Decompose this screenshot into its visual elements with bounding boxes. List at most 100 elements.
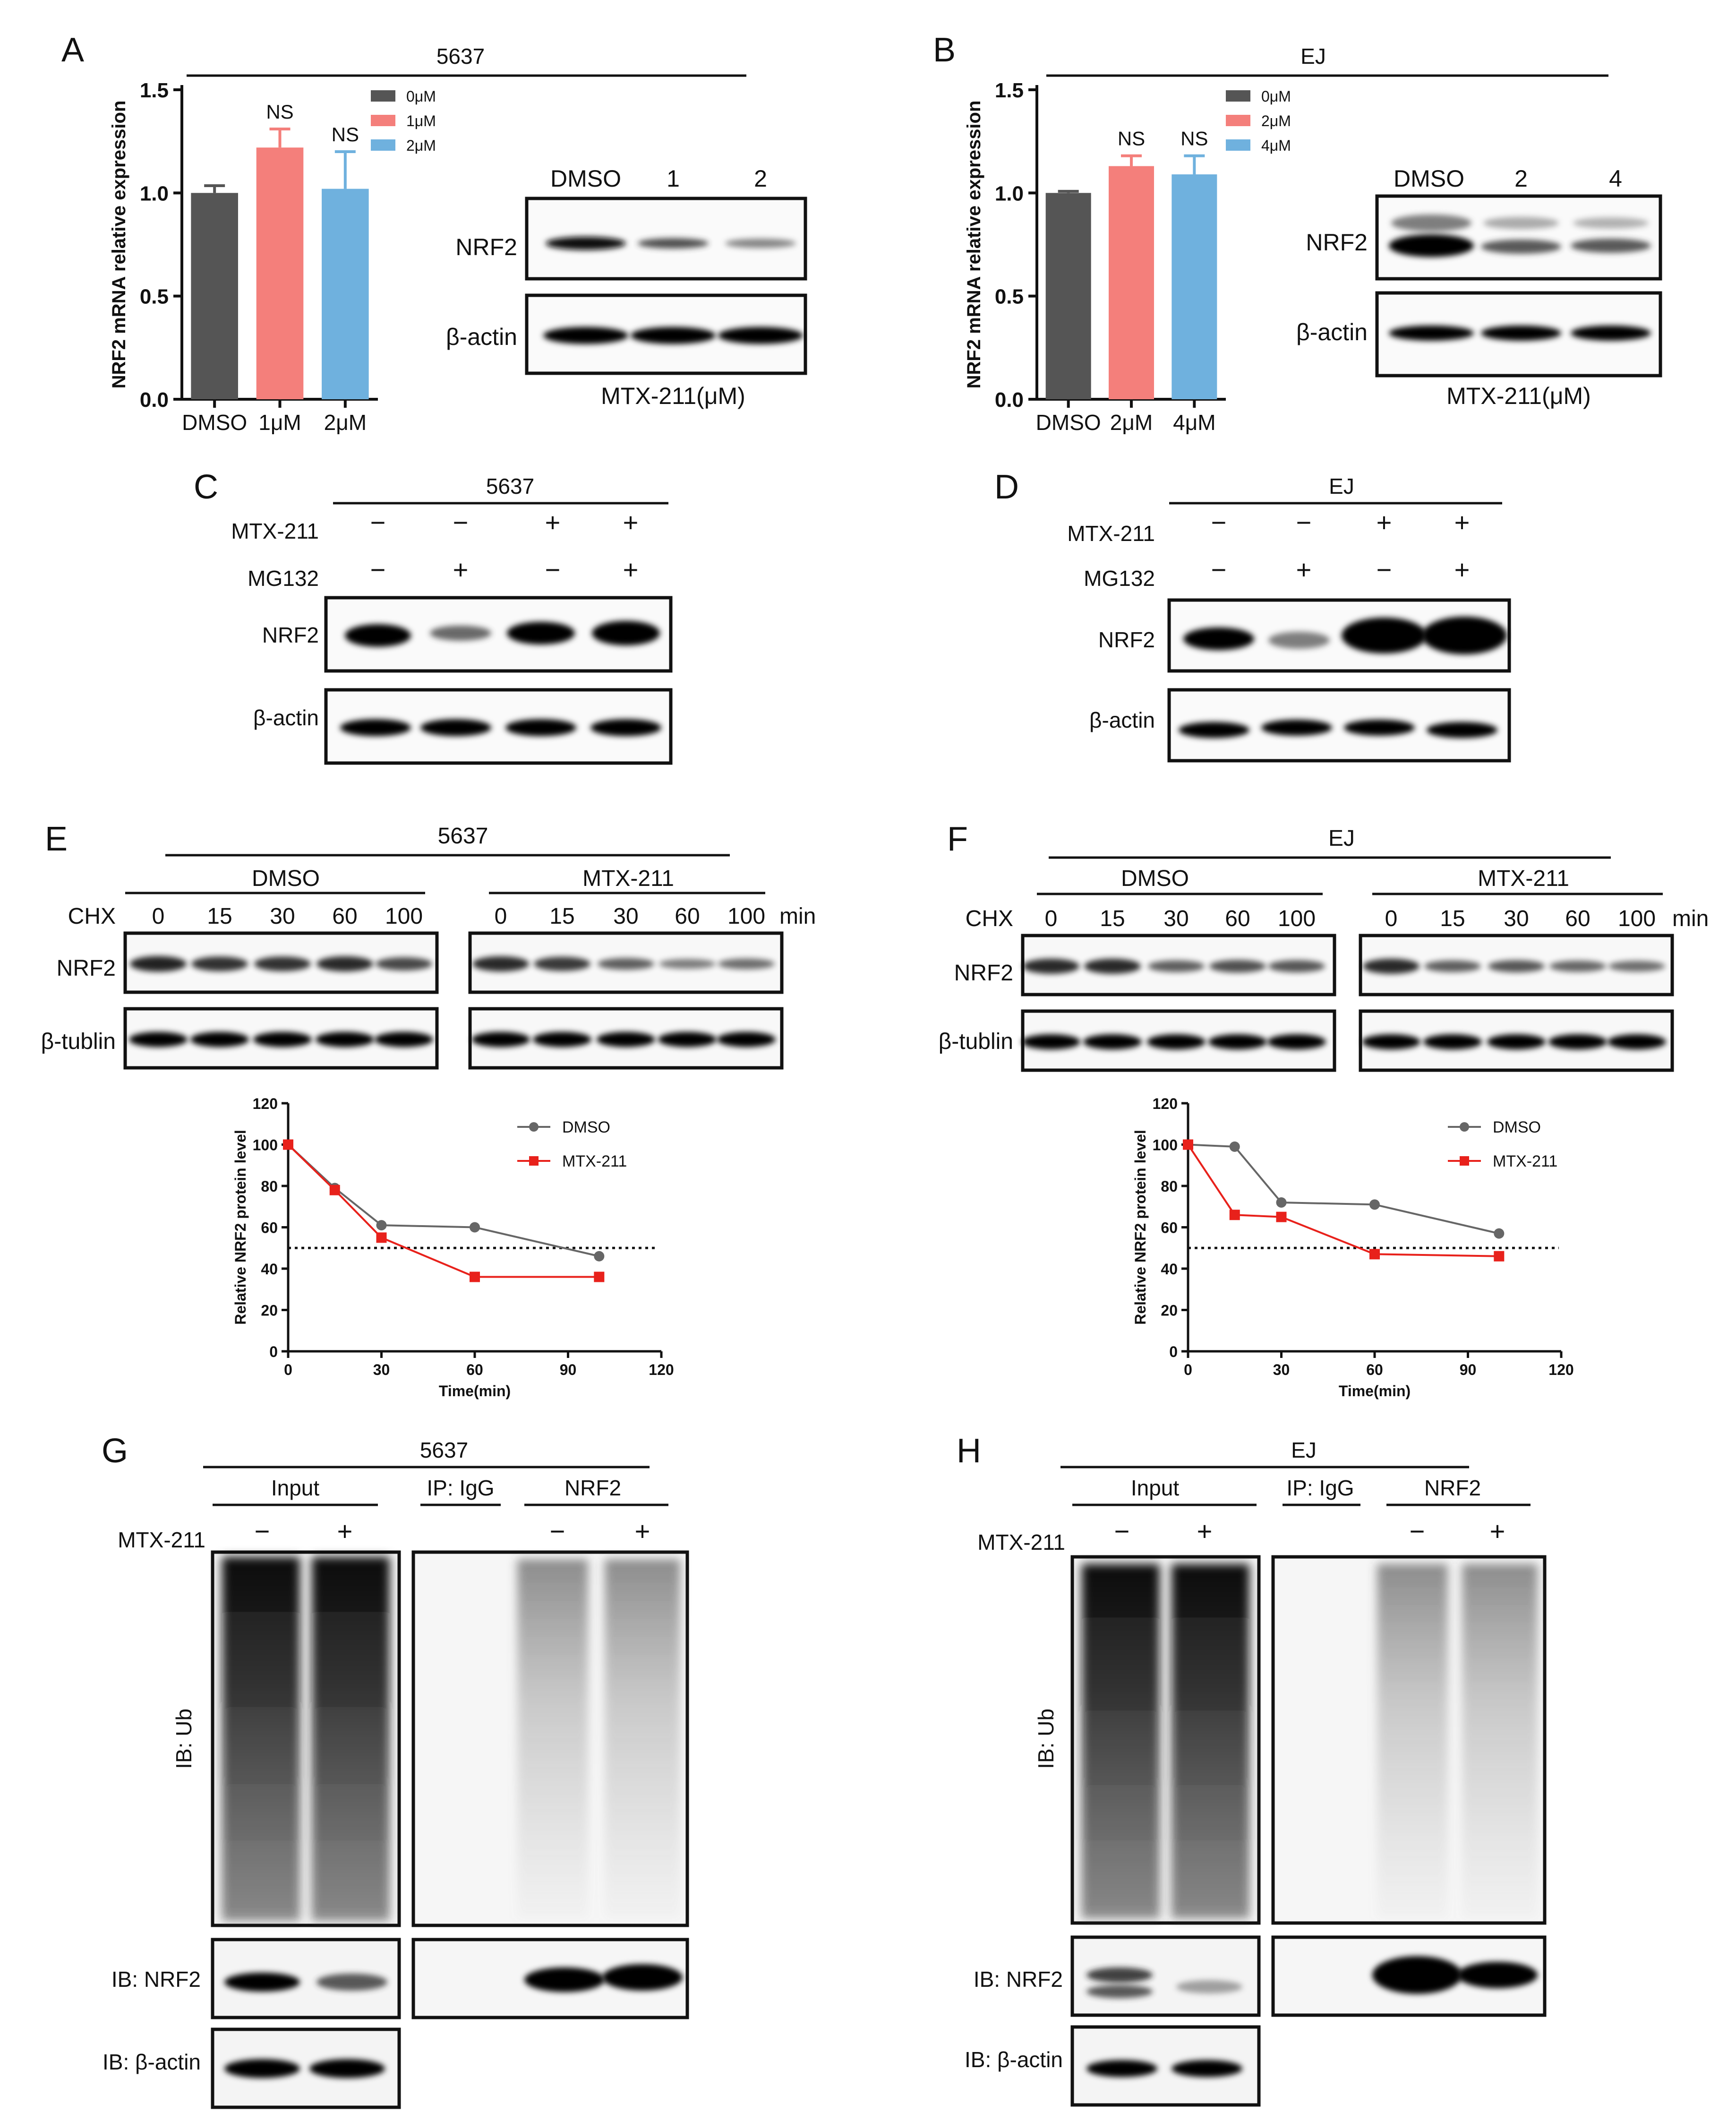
data-point [1494,1228,1505,1239]
tublin-band [717,1032,776,1047]
significance-label: NS [1180,128,1208,150]
tublin-band [1362,1034,1420,1049]
blot-g-ub-ip-lane-1 [517,1559,588,1918]
blot-a-xlabel: MTX-211(μM) [601,383,745,409]
blot-b-nrf2-band-3a [1573,217,1649,229]
nrf2-band [534,957,590,971]
time-unit: min [779,904,816,929]
nrf2-band [659,959,716,969]
bar [1109,166,1154,399]
blot-c-actin-band-2 [420,719,491,736]
blot-g-nrf2-input-band-2 [316,1974,387,1991]
group-e-mtx: MTX-211 [582,866,674,891]
blot-c-nrf2-band-3 [507,622,575,644]
ib-h-actin: IB: β-actin [965,2047,1063,2072]
legend-label: 4μM [1261,137,1291,154]
time-label: 0 [1045,906,1058,931]
blot-h-nrf2-ip-band-1 [1372,1956,1462,1994]
nrf2-band [1608,961,1665,972]
bar [1172,174,1217,399]
x-tick-label: 60 [466,1361,483,1378]
ib-g-ub: IB: Ub [171,1709,196,1769]
x-tick-label: DMSO [1036,410,1101,435]
tublin-band [471,1032,530,1047]
blot-f-right [1359,934,1674,1072]
group-h-nrf2: NRF2 [1424,1476,1481,1500]
tublin-band [1608,1034,1666,1049]
blot-d-actin-band-1 [1179,722,1249,738]
legend-marker [529,1156,539,1166]
blot-b-nrf2-band-2b [1481,240,1561,254]
cell-line-label-b: EJ [1300,44,1326,69]
panel-letter-c: C [194,468,218,506]
blot-f-row-tublin: β-tublin [939,1029,1013,1054]
x-tick-label: 30 [373,1361,390,1378]
y-tick-label: 80 [261,1178,278,1195]
bar-chart-b: 0.0 0.5 1.0 1.5 NRF2 mRNA relative expressio… [964,79,1291,435]
y-tick-label: 20 [1161,1302,1178,1319]
tublin-band [533,1032,591,1047]
time-label: 60 [1225,906,1250,931]
treatment-d-mg132: MG132 [1084,566,1155,591]
blot-g-nrf2-ip-band-1 [524,1967,605,1992]
y-tick-label: 120 [1153,1095,1178,1112]
blot-g-actin-band-2 [309,2059,385,2078]
nrf2-band [1363,959,1420,974]
time-label: 30 [613,904,638,929]
blot-c-actin-band-3 [505,719,576,736]
treatment-h: MTX-211 [977,1530,1065,1554]
data-point [594,1251,605,1262]
time-label: 15 [1440,906,1465,931]
data-point [1229,1210,1240,1220]
blot-g-ub-input-lane-2 [312,1557,390,1921]
y-tick-label: 60 [1161,1219,1178,1237]
tublin-band [1022,1034,1080,1049]
blot-a-nrf2-band-1 [546,237,626,250]
nrf2-band [191,956,248,971]
tublin-band [1208,1034,1267,1049]
panel-letter-g: G [102,1432,128,1470]
sign-g-4: + [635,1516,650,1546]
panel-d: D EJ MTX-211 MG132 − − + + − + − + NRF2 … [994,468,1511,763]
time-label: 30 [270,904,295,929]
time-label: 60 [675,904,700,929]
y-tick-label: 1.0 [995,182,1024,205]
sign-d-mg-1: − [1211,555,1227,584]
time-label: 30 [1163,906,1189,931]
significance-label: NS [332,123,359,146]
sign-c-mtx-1: − [370,507,386,537]
blot-d-nrf2-band-3 [1342,618,1427,653]
group-f-mtx: MTX-211 [1478,866,1569,891]
x-tick-label: 90 [1460,1361,1477,1378]
time-label: 100 [385,904,423,929]
nrf2-band [254,956,311,971]
cell-line-label-c: 5637 [486,474,534,498]
sign-h-3: − [1410,1516,1425,1546]
panel-letter-a: A [61,31,84,69]
sign-c-mtx-4: + [623,507,639,537]
sign-c-mg-1: − [370,555,386,584]
data-point [1369,1199,1380,1210]
tublin-band [1423,1034,1482,1049]
data-point [1369,1249,1380,1260]
signs-d: − − + + − + − + [1211,507,1470,584]
blot-c-nrf2-band-4 [592,621,660,645]
y-tick-label: 40 [261,1261,278,1278]
sign-d-mg-3: − [1377,555,1392,584]
blot-a-row-nrf2: NRF2 [455,234,517,260]
data-point [1229,1141,1240,1152]
blot-b-xlabel: MTX-211(μM) [1446,383,1591,409]
blot-a-actin-band-3 [718,327,803,344]
x-tick-label: 2μM [324,410,367,435]
panel-letter-f: F [947,820,968,858]
data-point [329,1185,340,1195]
tublin-band [597,1032,655,1047]
treatment-g: MTX-211 [118,1528,205,1552]
legend-swatch [1226,139,1250,151]
blot-g-nrf2-ip-band-2 [602,1964,683,1991]
data-point [1183,1139,1193,1150]
blot-d-row-nrf2: NRF2 [1098,627,1155,652]
sign-c-mg-4: + [623,555,639,584]
blot-b-row-nrf2: NRF2 [1306,229,1368,256]
nrf2-band [1424,960,1481,972]
